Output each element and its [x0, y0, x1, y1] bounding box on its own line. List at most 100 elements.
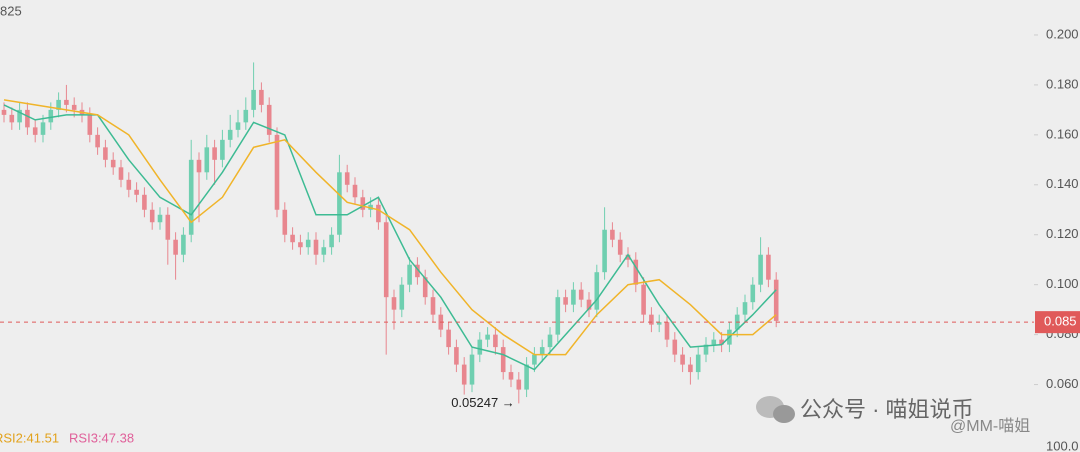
candle-body [563, 297, 568, 305]
candle-body [516, 379, 522, 390]
candle-body [40, 122, 46, 135]
candle-body [110, 159, 116, 168]
candle-body [48, 109, 54, 123]
candle-body [633, 259, 639, 285]
y-tick-label: 0.160 [1046, 126, 1079, 141]
candle-body [399, 284, 405, 310]
candle-body [305, 239, 311, 248]
candle-body [188, 159, 194, 235]
candle-body [594, 272, 600, 310]
candle-body [586, 299, 592, 310]
lower-axis-label: 100.0 [1046, 438, 1079, 452]
candle-body [290, 234, 295, 243]
candle-body [360, 197, 366, 210]
candles [1, 62, 779, 404]
y-tick-label: 0.180 [1046, 76, 1079, 91]
candle-body [641, 284, 646, 315]
candle-body [719, 339, 724, 345]
candle-body [617, 239, 623, 255]
candle-body [1, 109, 7, 115]
candle-body [773, 279, 779, 321]
candle-body [352, 184, 358, 198]
candle-body [64, 99, 69, 105]
moving-average-line [3, 104, 777, 371]
candle-body [758, 254, 763, 285]
handle: @MM-喵姐 [950, 417, 1030, 435]
candle-body [25, 109, 30, 128]
candle-body [274, 134, 280, 210]
candle-body [547, 334, 553, 348]
candle-body [118, 167, 124, 180]
candle-body [313, 239, 319, 255]
candle-body [9, 114, 15, 123]
candle-body [376, 204, 381, 223]
candle-body [259, 89, 264, 105]
candle-body [508, 372, 514, 380]
candle-body [266, 104, 272, 135]
candle-body [656, 322, 662, 325]
candle-body [664, 322, 670, 340]
candle-body [329, 234, 334, 248]
candle-body [524, 364, 529, 390]
candle-body [610, 229, 615, 240]
candle-body [766, 254, 771, 280]
candle-body [235, 122, 241, 130]
last-price-box [1035, 311, 1080, 334]
candle-body [173, 239, 178, 255]
candle-body [578, 289, 584, 300]
candle-body [56, 99, 61, 110]
candle-body [165, 214, 171, 240]
min-annotation: 0.05247 → [451, 395, 515, 410]
candle-body [555, 297, 561, 335]
indicator-label: RSI2:41.51 [0, 430, 59, 445]
candle-body [750, 284, 756, 303]
candle-body [344, 172, 350, 185]
candle-body [17, 109, 22, 123]
candle-body [711, 339, 717, 345]
candle-body [454, 347, 459, 365]
candle-body [298, 242, 303, 248]
candle-body [461, 364, 467, 385]
candle-body [422, 277, 428, 298]
candle-body [485, 334, 490, 340]
candle-body [649, 314, 654, 325]
indicator-label: RSI3:47.38 [69, 430, 134, 445]
candle-body [126, 179, 132, 190]
moving-average-line [3, 99, 777, 356]
candle-body [625, 254, 631, 260]
candle-body [539, 347, 545, 355]
candle-body [32, 127, 38, 135]
candle-body [134, 189, 139, 195]
candle-body [251, 89, 256, 110]
y-tick-label: 0.200 [1046, 26, 1079, 41]
last-price-label: 0.085 [1044, 314, 1077, 329]
candle-body [227, 129, 233, 140]
candle-body [477, 339, 483, 355]
corner-text: 825 [0, 3, 22, 18]
candle-body [87, 114, 93, 135]
candle-body [181, 234, 186, 255]
candle-body [500, 347, 506, 373]
y-tick-label: 0.100 [1046, 276, 1079, 291]
candle-body [142, 194, 147, 210]
candle-body [571, 289, 576, 305]
candle-body [407, 264, 412, 285]
candle-body [688, 364, 693, 373]
candle-body [695, 354, 701, 373]
candle-body [532, 354, 537, 365]
watermark: 公众号 · 喵姐说币 [800, 397, 974, 422]
candle-body [469, 354, 475, 385]
candle-body [415, 264, 420, 278]
candle-body [71, 104, 77, 110]
candle-body [196, 159, 202, 173]
candle-body [243, 109, 249, 123]
y-tick-label: 0.120 [1046, 226, 1079, 241]
candle-body [383, 222, 389, 298]
candle-body [282, 209, 288, 235]
candle-body [95, 134, 100, 148]
candle-body [446, 329, 451, 348]
candle-body [204, 147, 210, 173]
candle-body [430, 297, 436, 315]
candle-body [602, 229, 607, 273]
